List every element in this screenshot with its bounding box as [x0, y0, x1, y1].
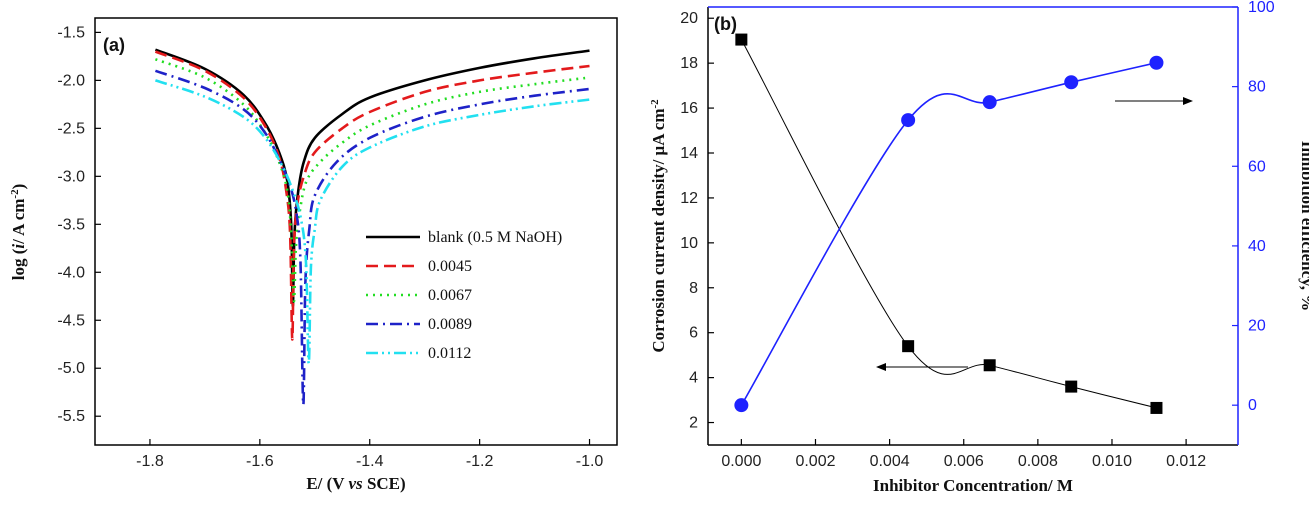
panel-b-left-y-tick-label: 2 — [689, 415, 698, 432]
panel-b-left-y-tick-label: 8 — [689, 280, 698, 297]
legend-label-0: blank (0.5 M NaOH) — [428, 229, 562, 246]
panel-a-y-tick-label: -5.5 — [57, 408, 85, 425]
panel-b-x-axis-label: Inhibitor Concentration/ M — [873, 476, 1073, 495]
panel-b-square-point — [1065, 380, 1078, 393]
panel-b-right-y-ticks: 0 20 40 60 80 100 — [1232, 0, 1275, 414]
legend-label-3: 0.0089 — [428, 316, 472, 333]
right-axis-arrowhead — [1183, 97, 1193, 105]
panel-a-series-lines — [154, 48, 590, 407]
panel-b-right-y-tick-label: 20 — [1248, 318, 1266, 335]
panel-b-circle-point — [734, 398, 749, 413]
panel-b-left-y-tick-label: 16 — [680, 100, 698, 117]
panel-a-series-line-1 — [154, 50, 590, 341]
panel-a-y-ticks: -1.5 -2.0 -2.5 -3.0 -3.5 -4.0 -4.5 -5.0 -5.5 — [57, 24, 101, 425]
panel-b-label: (b) — [714, 14, 737, 34]
panel-b-right-y-tick-label: 40 — [1248, 238, 1266, 255]
panel-b-series-line-0 — [740, 39, 1157, 409]
panel-b-square-point — [735, 33, 748, 46]
panel-a-y-tick-label: -2.0 — [57, 72, 85, 89]
panel-b-square-point — [902, 340, 915, 353]
legend-label-1: 0.0045 — [428, 258, 472, 275]
panel-b-left-y-axis-label: Corrosion current density/ μA cm-2 — [649, 99, 668, 353]
panel-b-circle-point — [901, 113, 916, 128]
panel-b-x-tick-label: 0.006 — [944, 453, 984, 470]
panel-b-left-y-tick-label: 14 — [680, 145, 698, 162]
panel-b-circle-point — [1064, 75, 1079, 90]
panel-b-x-ticks: 0.000 0.002 0.004 0.006 0.008 0.010 0.012 — [721, 439, 1206, 470]
panel-a: -1.8 -1.6 -1.4 -1.2 -1.0 -1.5 -2.0 -2.5 -3.0 -3.… — [9, 17, 618, 493]
panel-b-right-y-tick-label: 60 — [1248, 158, 1266, 175]
panel-a-x-tick-label: -1.8 — [136, 453, 164, 470]
panel-b-series-lines — [740, 39, 1157, 409]
panel-a-y-tick-label: -4.5 — [57, 312, 85, 329]
panel-b-right-y-tick-label: 100 — [1248, 0, 1275, 16]
left-axis-arrowhead — [876, 363, 886, 371]
panel-a-y-tick-label: -5.0 — [57, 360, 85, 377]
panel-b-x-tick-label: 0.004 — [870, 453, 910, 470]
panel-b-axis-arrows — [876, 97, 1193, 371]
panel-b-right-y-axis-label: Inhibition efficiency, % — [1298, 141, 1309, 311]
panel-b-square-point — [1150, 401, 1163, 414]
panel-a-x-tick-label: -1.6 — [246, 453, 274, 470]
panel-a-y-tick-label: -3.5 — [57, 216, 85, 233]
panel-b-left-y-tick-label: 20 — [680, 10, 698, 27]
panel-b-left-y-tick-label: 4 — [689, 370, 698, 387]
legend-label-2: 0.0067 — [428, 287, 472, 304]
panel-b-series-line-1 — [740, 61, 1157, 406]
panel-a-x-axis-label: E/ (V vs SCE) — [306, 474, 405, 493]
panel-a-label: (a) — [103, 35, 125, 55]
panel-b-circle-point — [1149, 55, 1164, 70]
panel-a-x-ticks: -1.8 -1.6 -1.4 -1.2 -1.0 — [136, 439, 603, 470]
panel-b-square-point — [983, 359, 996, 372]
panel-a-y-tick-label: -2.5 — [57, 120, 85, 137]
panel-a-y-axis-label: log (i/ A cm-2) — [9, 184, 28, 281]
panel-b-x-tick-label: 0.012 — [1166, 453, 1206, 470]
panel-a-frame — [94, 17, 618, 446]
panel-b-left-y-tick-label: 6 — [689, 325, 698, 342]
panel-b-x-tick-label: 0.008 — [1018, 453, 1058, 470]
panel-b-right-y-tick-label: 80 — [1248, 79, 1266, 96]
panel-a-legend: blank (0.5 M NaOH) 0.0045 0.0067 0.0089 0.01… — [366, 229, 562, 362]
panel-b-right-y-tick-label: 0 — [1248, 397, 1257, 414]
panel-b-x-tick-label: 0.002 — [795, 453, 835, 470]
panel-b-x-tick-label: 0.000 — [721, 453, 761, 470]
panel-b-left-y-ticks: 2 4 6 8 10 12 14 16 18 20 — [680, 10, 714, 432]
panel-b: 0.000 0.002 0.004 0.006 0.008 0.010 0.012 2 4 6 8… — [649, 0, 1309, 495]
panel-a-series-line-4 — [154, 79, 590, 365]
panel-b-markers — [734, 33, 1164, 414]
panel-a-x-tick-label: -1.2 — [466, 453, 494, 470]
legend-label-4: 0.0112 — [428, 345, 471, 362]
panel-a-y-tick-label: -1.5 — [57, 24, 85, 41]
panel-b-left-y-tick-label: 18 — [680, 55, 698, 72]
panel-a-x-tick-label: -1.0 — [576, 453, 604, 470]
panel-b-left-y-tick-label: 10 — [680, 235, 698, 252]
panel-a-y-tick-label: -4.0 — [57, 264, 85, 281]
panel-b-circle-point — [982, 95, 997, 110]
panel-b-left-y-tick-label: 12 — [680, 190, 698, 207]
panel-a-x-tick-label: -1.4 — [356, 453, 384, 470]
panel-a-series-line-3 — [154, 69, 590, 407]
panel-b-x-tick-label: 0.010 — [1092, 453, 1132, 470]
panel-a-y-tick-label: -3.0 — [57, 168, 85, 185]
